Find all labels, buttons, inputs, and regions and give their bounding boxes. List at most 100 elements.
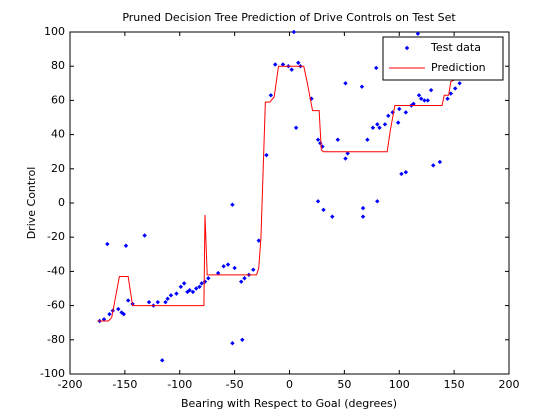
y-tick-label: -80 [47,333,65,346]
data-point [251,267,256,272]
data-point [107,311,112,317]
data-point [425,98,430,103]
data-point [125,298,131,303]
data-point [174,291,179,296]
x-tick-label: 200 [499,378,520,391]
y-tick-label: 40 [51,128,65,141]
data-point [264,152,269,158]
x-tick-label: -200 [58,378,83,391]
y-axis-label: Drive Control [25,167,38,240]
data-point [121,311,126,317]
data-point [315,199,321,204]
data-point [386,113,391,118]
y-tick-label: 0 [58,196,65,209]
x-tick-label: 100 [389,378,410,391]
data-point [119,310,124,315]
data-point [190,289,196,295]
data-point [168,293,174,298]
data-point [230,341,235,346]
data-point [360,214,366,219]
data-point [343,81,348,86]
data-point [335,137,340,142]
data-point [403,110,409,115]
data-point [187,288,192,293]
data-point [370,125,376,130]
data-point [256,238,261,243]
data-point [453,86,458,91]
chart-title: Pruned Decision Tree Prediction of Drive… [122,11,456,24]
data-point [411,101,416,107]
y-tick-label: -100 [40,367,65,380]
legend-marker [404,45,410,51]
data-point [374,65,379,71]
y-tick-label: -40 [47,264,65,277]
data-point [232,265,237,271]
x-tick-label: 150 [444,378,465,391]
data-point [395,120,401,125]
y-tick-label: 60 [51,93,65,106]
data-point [225,262,231,267]
data-point [343,156,348,161]
data-point [181,281,187,286]
data-point [422,98,427,103]
data-point [359,84,365,89]
x-axis-label: Bearing with Respect to Goal (degrees) [181,397,397,410]
data-point [291,29,297,35]
data-point [365,137,370,142]
data-point [345,151,350,156]
data-point [377,125,382,130]
data-point [382,122,388,127]
data-point [330,214,335,219]
prediction-line [97,65,464,322]
data-point [197,284,202,289]
data-point [445,96,450,101]
data-point [289,67,294,72]
data-point [116,306,121,312]
data-point [123,243,129,248]
plot-area [69,31,510,375]
data-point [163,299,168,305]
data-point [419,96,424,101]
data-point [155,299,160,305]
legend-box [382,36,504,81]
y-tick-label: 80 [51,59,65,72]
data-point [431,163,436,168]
data-point [239,279,244,284]
data-point [221,264,226,269]
data-point [178,284,184,289]
x-tick-label: -50 [226,378,244,391]
data-point [194,286,199,291]
data-point [399,171,404,177]
data-point [293,125,299,130]
data-point [206,276,211,281]
x-tick-label: 0 [286,378,293,391]
data-point [397,106,402,112]
data-point [240,337,245,342]
data-point [146,299,152,305]
data-point [437,159,443,165]
data-point [142,233,147,238]
data-point [159,358,165,363]
data-point [105,241,110,247]
data-point [280,62,286,67]
data-point [215,270,221,276]
data-point [101,317,107,322]
data-point [428,87,434,93]
data-point [457,81,462,86]
data-point [165,296,170,301]
data-point [403,170,409,175]
data-point [273,62,278,67]
data-point [360,205,366,211]
data-point [375,122,380,127]
data-point [296,60,301,65]
data-point [242,276,247,281]
data-point [199,281,204,286]
data-point [375,199,380,204]
data-point [268,93,274,98]
y-tick-label: -60 [47,299,65,312]
data-point [321,207,326,213]
x-tick-label: -100 [167,378,192,391]
y-tick-label: -20 [47,230,65,243]
data-point [448,91,454,96]
